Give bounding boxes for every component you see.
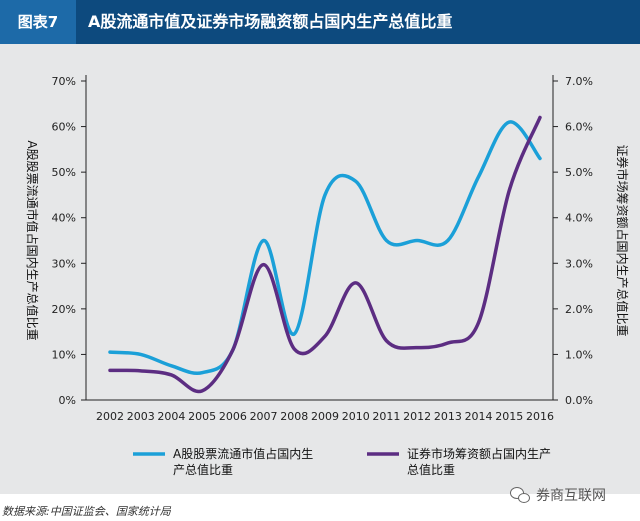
wechat-icon (510, 487, 530, 503)
figure-badge: 图表7 (0, 0, 76, 44)
watermark-text: 券商互联网 (536, 488, 606, 504)
legend-label-2: 证券市场筹资额占国内生产总值比重 (407, 446, 551, 477)
x-tick-label: 2002 (96, 410, 124, 423)
y-right-tick-label: 1.0% (565, 348, 593, 361)
x-tick-label: 2009 (311, 410, 339, 423)
y-axis-right-title: 证券市场筹资额占国内生产总值比重 (615, 144, 630, 336)
y-axis-left-title: A股股票流通市值占国内生产总值比重 (25, 140, 40, 340)
y-left-tick-label: 30% (52, 257, 76, 270)
y-right-tick-label: 5.0% (565, 166, 593, 179)
x-tick-label: 2014 (465, 410, 493, 423)
data-source-note: 数据来源:中国证监会、国家统计局 (2, 505, 171, 518)
y-left-tick-label: 50% (52, 166, 76, 179)
y-left-tick-label: 70% (52, 75, 76, 88)
legend-label-1: A股股票流通市值占国内生产总值比重 (173, 446, 313, 477)
x-tick-label: 2016 (526, 410, 554, 423)
chart-panel (0, 44, 640, 494)
chart-header-bar: 图表7 A股流通市值及证券市场融资额占国内生产总值比重 (0, 0, 640, 44)
x-tick-label: 2010 (342, 410, 370, 423)
y-right-tick-label: 3.0% (565, 257, 593, 270)
x-tick-label: 2003 (127, 410, 155, 423)
x-tick-label: 2011 (372, 410, 400, 423)
y-left-tick-label: 0% (59, 394, 76, 407)
y-right-tick-label: 7.0% (565, 75, 593, 88)
y-left-tick-label: 40% (52, 212, 76, 225)
line-chart: 0% 10% 20% 30% 40% 50% 60% 70% 0.0% 1.0% 2.0% 3.0% 4… (25, 75, 630, 477)
y-right-tick-label: 0.0% (565, 394, 593, 407)
x-tick-label: 2006 (219, 410, 247, 423)
x-tick-label: 2015 (495, 410, 523, 423)
x-tick-label: 2007 (250, 410, 278, 423)
x-tick-label: 2012 (403, 410, 431, 423)
chart-title: A股流通市值及证券市场融资额占国内生产总值比重 (88, 12, 453, 31)
x-tick-label: 2005 (188, 410, 216, 423)
x-tick-label: 2008 (280, 410, 308, 423)
y-right-tick-label: 2.0% (565, 303, 593, 316)
series-line-2 (108, 115, 542, 394)
x-tick-label: 2013 (434, 410, 462, 423)
watermark: 券商互联网 (510, 485, 606, 505)
y-right-tick-label: 6.0% (565, 121, 593, 134)
y-left-tick-label: 60% (52, 121, 76, 134)
x-tick-label: 2004 (157, 410, 185, 423)
y-left-tick-label: 10% (52, 348, 76, 361)
y-right-tick-label: 4.0% (565, 212, 593, 225)
series-line-1 (108, 120, 542, 376)
y-left-tick-label: 20% (52, 303, 76, 316)
